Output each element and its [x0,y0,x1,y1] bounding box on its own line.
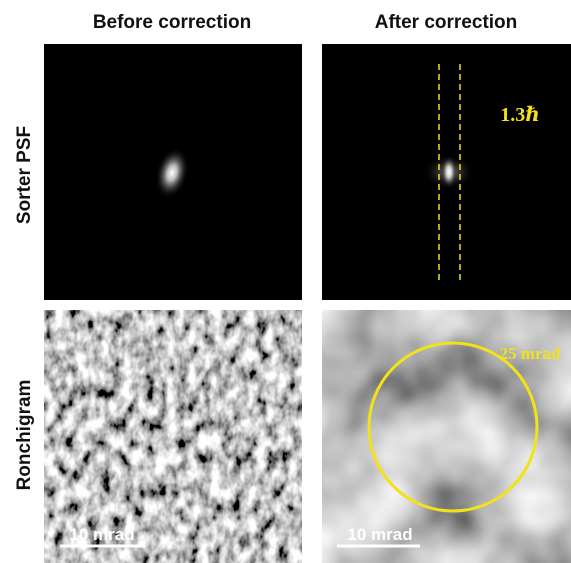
row-label: Sorter PSF [14,126,35,224]
annotation: 1.3ℏ [500,104,540,126]
column-title: Before correction [93,12,251,33]
psf-before-image [44,44,302,300]
row-label: Ronchigram [14,380,35,491]
psf-after-image [322,44,571,300]
scale-bar-label: 10 mrad [69,525,134,544]
figure: Before correction After correction Sorte… [0,0,571,563]
column-title: After correction [375,12,518,33]
scale-bar-label: 10 mrad [347,525,412,544]
annotation: 25 mrad [500,344,561,363]
